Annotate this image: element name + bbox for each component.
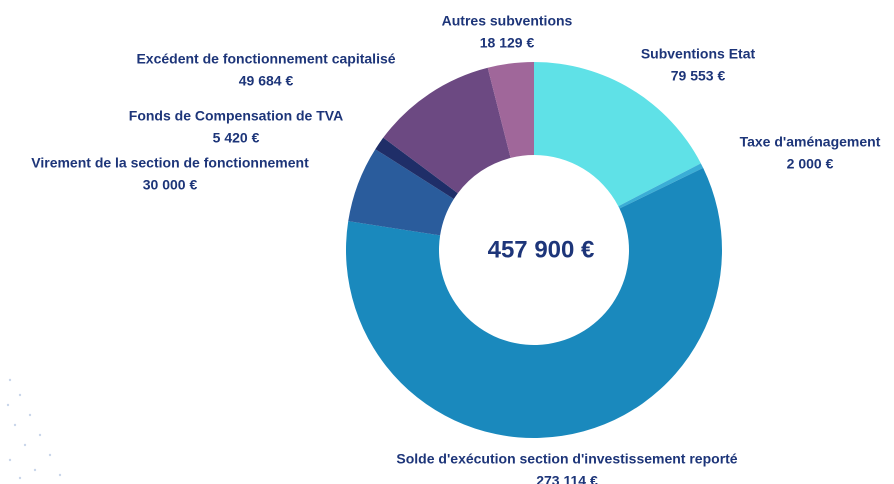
slice-value: 18 129 €: [480, 35, 535, 51]
slice-label: Fonds de Compensation de TVA: [129, 108, 343, 124]
slice-label: Taxe d'aménagement: [740, 134, 881, 150]
donut-slice: [383, 67, 511, 194]
decor-dots: [6, 378, 62, 480]
slice-value: 79 553 €: [671, 68, 726, 84]
slice-value: 30 000 €: [143, 177, 198, 193]
slice-value: 5 420 €: [213, 130, 260, 146]
donut-slice: [487, 62, 534, 158]
slice-label: Subventions Etat: [641, 46, 756, 62]
slice-label: Excédent de fonctionnement capitalisé: [136, 51, 395, 67]
slice-label: Solde d'exécution section d'investisseme…: [396, 451, 737, 467]
donut-slice: [534, 62, 701, 207]
donut-slice: [348, 149, 454, 236]
donut-slice: [346, 167, 722, 439]
slice-value: 49 684 €: [239, 73, 294, 89]
donut-slice: [618, 163, 704, 209]
center-total: 457 900 €: [488, 236, 595, 263]
slice-label: Virement de la section de fonctionnement: [31, 155, 309, 171]
donut-slice: [375, 137, 458, 200]
slice-label: Autres subventions: [442, 13, 573, 29]
slice-value: 2 000 €: [787, 156, 834, 172]
slice-value: 273 114 €: [536, 473, 598, 484]
